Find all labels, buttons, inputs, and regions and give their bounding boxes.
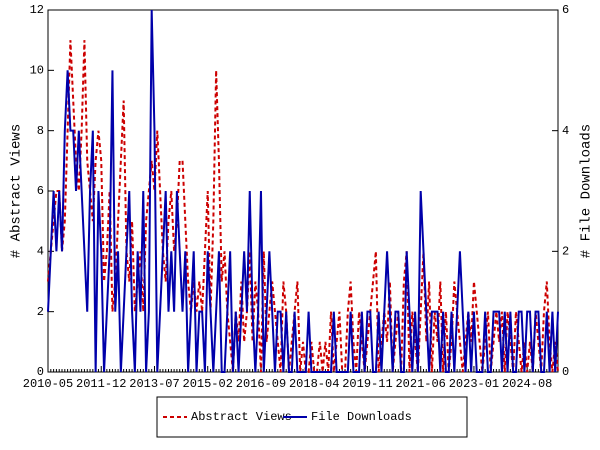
legend-label: Abstract Views (191, 410, 292, 424)
x-tick-label: 2016-09 (236, 377, 286, 391)
x-tick-label: 2013-07 (129, 377, 179, 391)
y2-tick-label: 0 (562, 365, 569, 379)
x-tick-label: 2021-06 (395, 377, 445, 391)
y2-axis-title: # File Downloads (579, 124, 595, 258)
y2-tick-label: 6 (562, 3, 569, 17)
y2-tick-label: 4 (562, 124, 569, 138)
y-tick-label: 2 (37, 305, 44, 319)
y-axis-title: # Abstract Views (9, 124, 25, 258)
legend-label: File Downloads (311, 410, 412, 424)
legend-box (156, 396, 468, 438)
y-tick-label: 6 (37, 184, 44, 198)
y-tick-label: 8 (37, 124, 44, 138)
x-tick-label: 2010-05 (23, 377, 73, 391)
series-line (47, 9, 559, 373)
y-tick-label: 4 (37, 245, 44, 259)
x-tick-label: 2011-12 (76, 377, 126, 391)
x-tick-label: 2018-04 (289, 377, 339, 391)
y2-tick-label: 2 (562, 245, 569, 259)
y-tick-label: 10 (30, 64, 44, 78)
y-tick-label: 0 (37, 365, 44, 379)
x-tick-label: 2015-02 (183, 377, 233, 391)
x-tick-label: 2023-01 (449, 377, 499, 391)
x-tick-label: 2019-11 (342, 377, 392, 391)
series-line (47, 40, 559, 373)
x-tick-label: 2024-08 (502, 377, 552, 391)
y-tick-label: 12 (30, 3, 44, 17)
